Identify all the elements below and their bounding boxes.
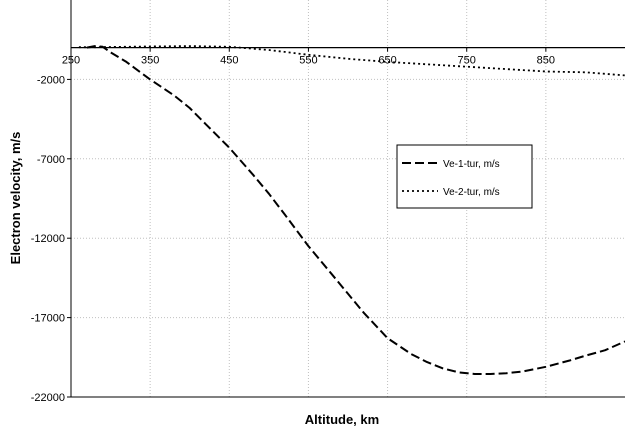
- x-tick-label-5: 750: [458, 55, 476, 67]
- legend: Ve-1-tur, m/s Ve-2-tur, m/s: [396, 144, 533, 209]
- axes: [67, 0, 625, 398]
- y-tick-label-3: -17000: [31, 313, 65, 325]
- y-tick-label-0: -2000: [37, 74, 65, 86]
- legend-box: [396, 144, 533, 209]
- grid: [71, 0, 625, 397]
- y-tick-label-4: -22000: [31, 392, 65, 404]
- series-line-ve-2-tur-m-s: [78, 45, 625, 77]
- x-tick-label-3: 550: [299, 55, 317, 67]
- x-tick-label-2: 450: [220, 55, 238, 67]
- legend-label-ve-2-tur: Ve-2-tur, m/s: [443, 187, 500, 198]
- x-tick-label-1: 350: [141, 55, 159, 67]
- y-axis-title: Electron velocity, m/s: [8, 132, 23, 265]
- x-tick-label-0: 250: [62, 55, 80, 67]
- y-tick-label-2: -12000: [31, 233, 65, 245]
- tick-labels: -2000 -7000 -12000 -17000 -22000 250 350 450 550…: [31, 55, 555, 404]
- y-tick-label-1: -7000: [37, 154, 65, 166]
- series-layer: [78, 45, 625, 375]
- x-axis-title: Altitude, km: [305, 412, 379, 427]
- x-tick-label-6: 850: [537, 55, 555, 67]
- x-tick-label-4: 650: [378, 55, 396, 67]
- legend-label-ve-1-tur: Ve-1-tur, m/s: [443, 159, 500, 170]
- series-line-ve-1-tur-m-s: [86, 45, 625, 375]
